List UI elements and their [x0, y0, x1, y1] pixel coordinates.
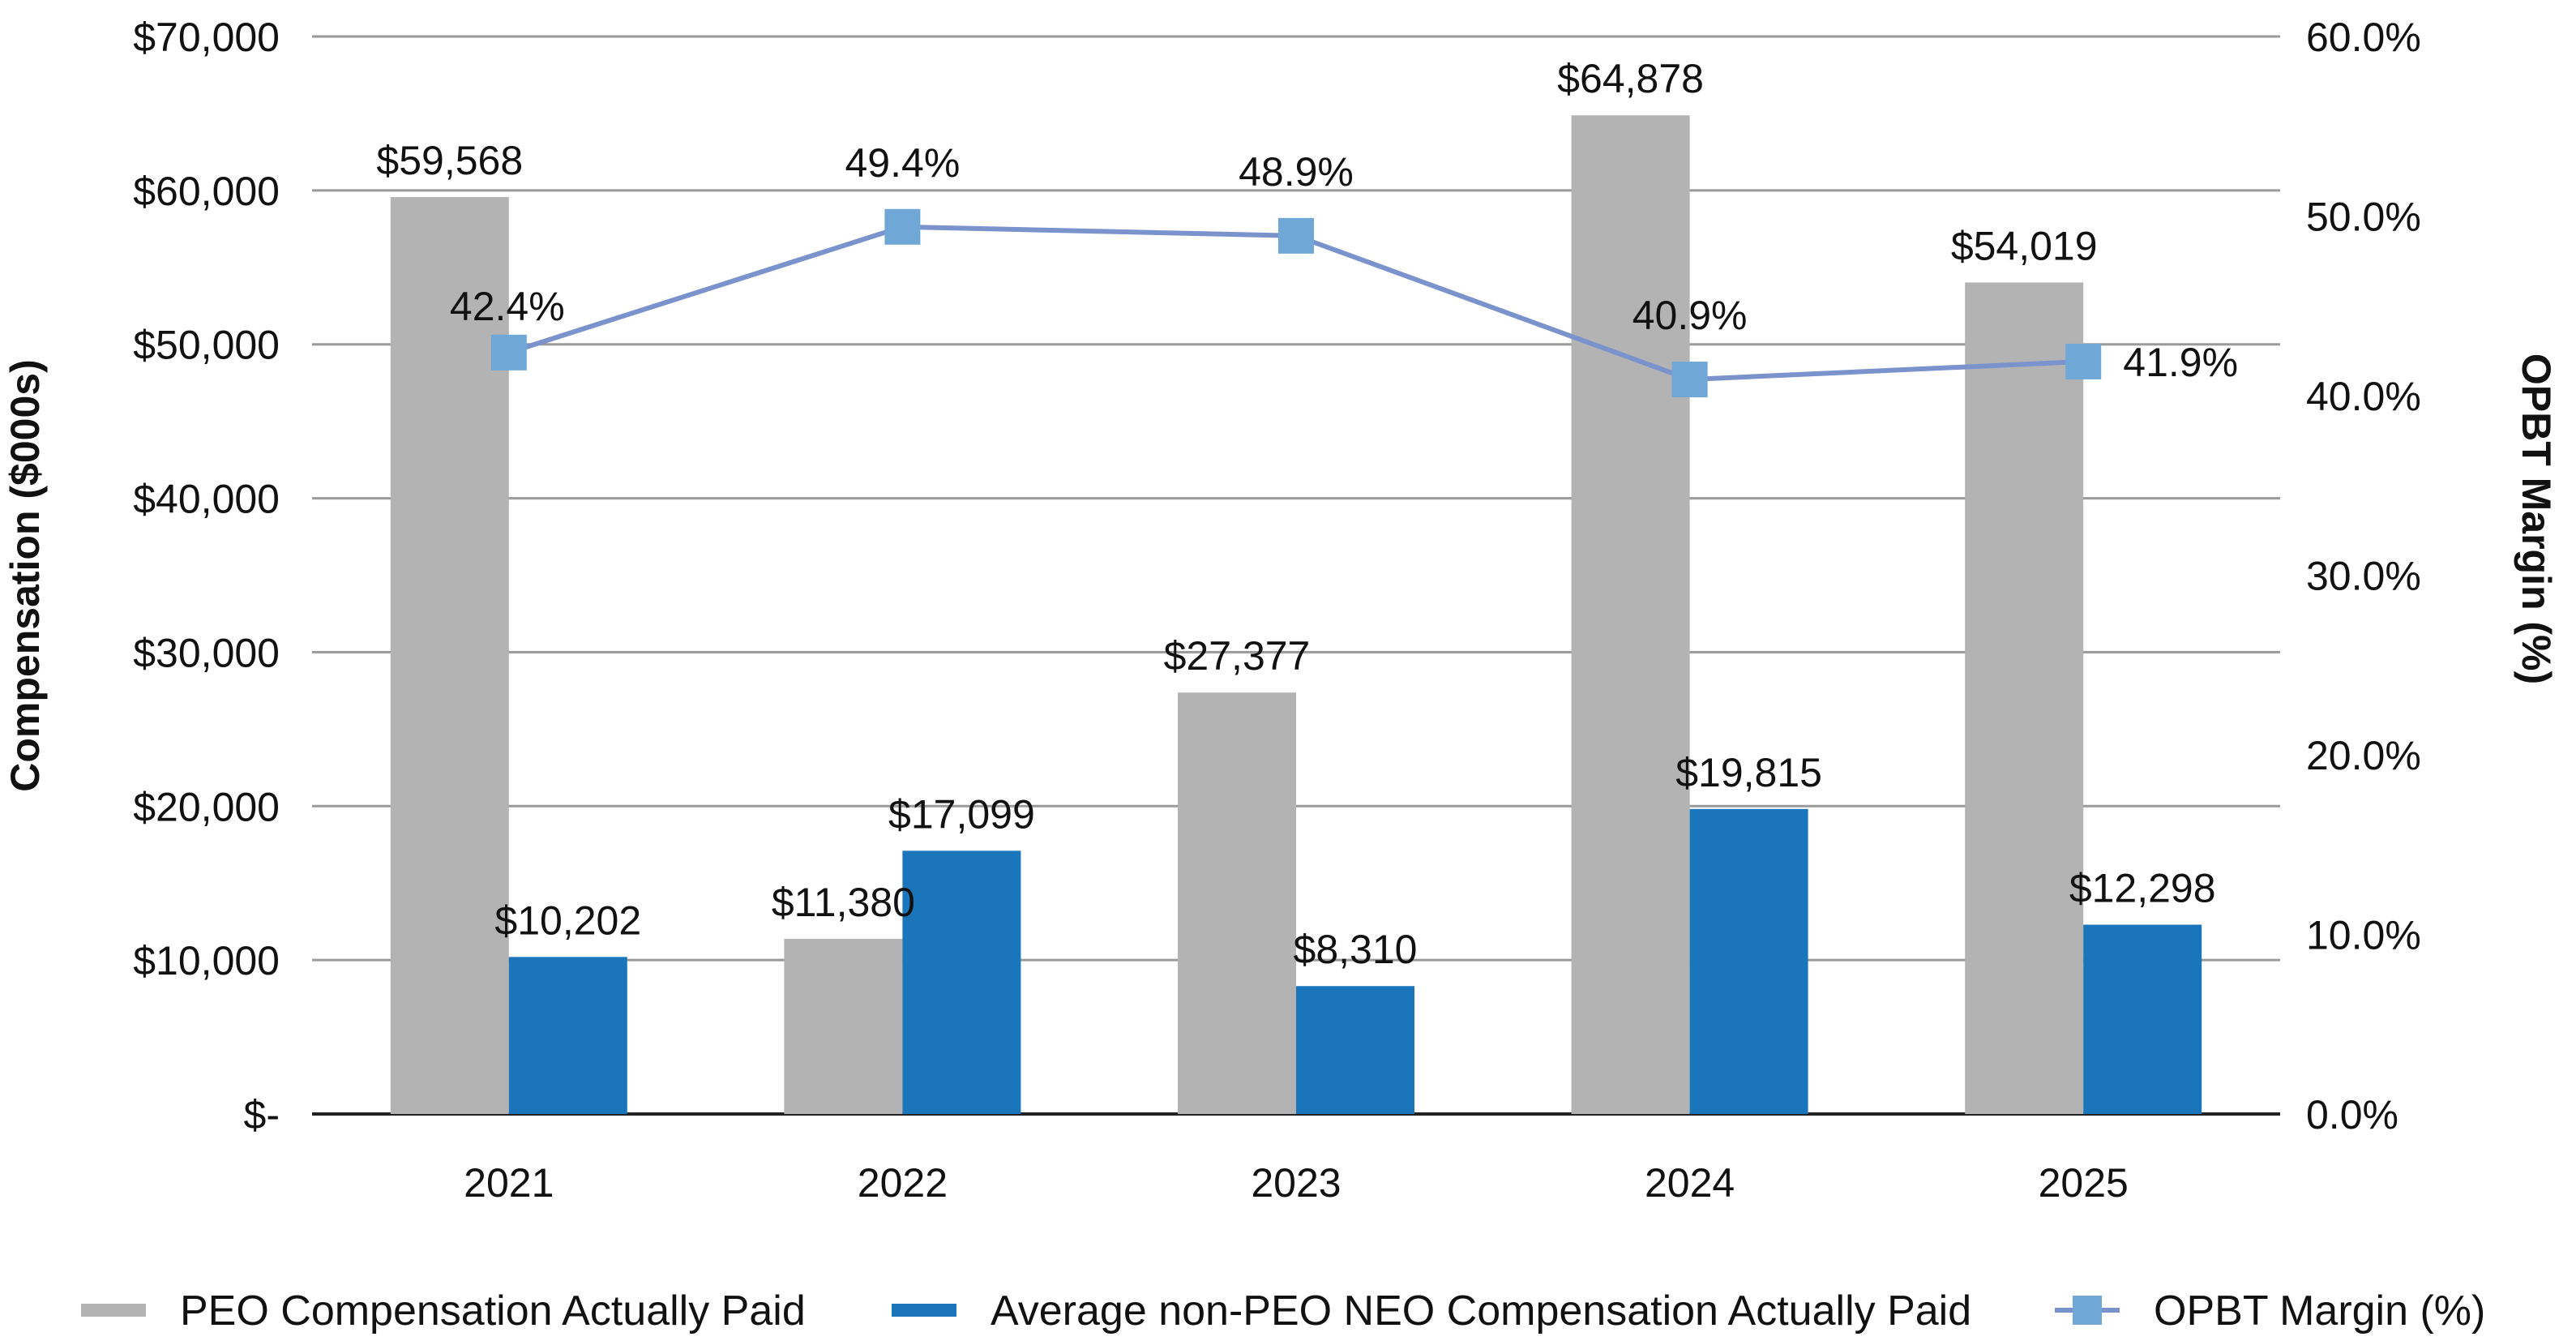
left-axis-ticks: $- $10,000 $20,000 $30,000 $40,000 $50,000 $60… — [133, 15, 280, 1137]
peo-bar-label: $59,568 — [376, 138, 523, 183]
y2-tick-label: 40.0% — [2306, 374, 2421, 419]
neo-bar-label: $17,099 — [888, 791, 1035, 837]
margin-marker — [2065, 343, 2102, 379]
y-tick-label: $20,000 — [133, 784, 280, 829]
margin-marker — [1278, 217, 1314, 254]
peo-bar-label: $64,878 — [1557, 56, 1704, 101]
y2-tick-label: 20.0% — [2306, 733, 2421, 778]
margin-label: 42.4% — [450, 284, 565, 329]
y2-tick-label: 50.0% — [2306, 195, 2421, 240]
y-axis-title: Compensation ($000s) — [2, 359, 48, 791]
gridlines — [312, 35, 2280, 1116]
neo-bar — [508, 957, 627, 1114]
neo-bar-label: $8,310 — [1294, 927, 1418, 972]
x-tick-label: 2025 — [2039, 1160, 2129, 1206]
peo-bar — [1965, 282, 2084, 1115]
y2-tick-label: 0.0% — [2306, 1092, 2398, 1137]
y-tick-label: $10,000 — [133, 938, 280, 983]
peo-bar — [1571, 115, 1690, 1114]
y-tick-label: $40,000 — [133, 477, 280, 522]
legend-swatch — [892, 1304, 956, 1317]
peo-bar-label: $11,380 — [772, 880, 915, 925]
x-axis-ticks: 2021 2022 2023 2024 2025 — [464, 1160, 2129, 1206]
y-tick-label: $70,000 — [133, 15, 280, 60]
y2-axis-title: OPBT Margin (%) — [2514, 353, 2559, 684]
neo-bar — [1296, 986, 1414, 1114]
legend-swatch-marker — [2073, 1296, 2102, 1325]
peo-bar — [1178, 692, 1296, 1114]
y-tick-label: $30,000 — [133, 630, 280, 675]
margin-marker — [1671, 362, 1708, 398]
legend-label: OPBT Margin (%) — [2154, 1287, 2485, 1335]
y2-tick-label: 10.0% — [2306, 913, 2421, 958]
neo-bar — [902, 850, 1021, 1114]
data-labels: $59,568 $10,202 $11,380 $17,099 $27,377 $8,31… — [376, 56, 2238, 972]
neo-bar-label: $19,815 — [1675, 750, 1822, 795]
margin-label: 40.9% — [1632, 293, 1748, 338]
neo-bar-label: $12,298 — [2069, 866, 2216, 911]
y-tick-label: $50,000 — [133, 323, 280, 368]
legend-label: Average non-PEO NEO Compensation Actuall… — [991, 1287, 1971, 1335]
y2-tick-label: 60.0% — [2306, 15, 2421, 60]
x-tick-label: 2021 — [464, 1160, 554, 1206]
peo-bar-label: $27,377 — [1164, 633, 1311, 679]
y2-tick-label: 30.0% — [2306, 554, 2421, 599]
margin-label: 48.9% — [1239, 149, 1354, 195]
legend-label: PEO Compensation Actually Paid — [180, 1287, 806, 1335]
peo-bar-label: $54,019 — [1951, 223, 2098, 268]
x-tick-label: 2023 — [1251, 1160, 1341, 1206]
margin-line — [490, 208, 2102, 398]
legend-swatch — [81, 1304, 146, 1317]
x-tick-label: 2024 — [1645, 1160, 1735, 1206]
margin-marker — [884, 208, 921, 245]
peo-bar — [784, 938, 903, 1114]
margin-marker — [490, 334, 527, 371]
x-tick-label: 2022 — [858, 1160, 948, 1206]
neo-bar — [1689, 808, 1808, 1114]
neo-bar-label: $10,202 — [494, 898, 641, 943]
legend: PEO Compensation Actually Paid Average no… — [81, 1287, 2485, 1335]
y-tick-label: $- — [244, 1092, 280, 1137]
y-tick-label: $60,000 — [133, 169, 280, 214]
right-axis-ticks: 0.0% 10.0% 20.0% 30.0% 40.0% 50.0% 60.0% — [2306, 15, 2421, 1137]
bars — [390, 115, 2202, 1115]
margin-label: 41.9% — [2123, 340, 2238, 385]
peo-bar — [390, 197, 509, 1115]
neo-bar — [2083, 924, 2202, 1114]
margin-label: 49.4% — [845, 140, 961, 186]
